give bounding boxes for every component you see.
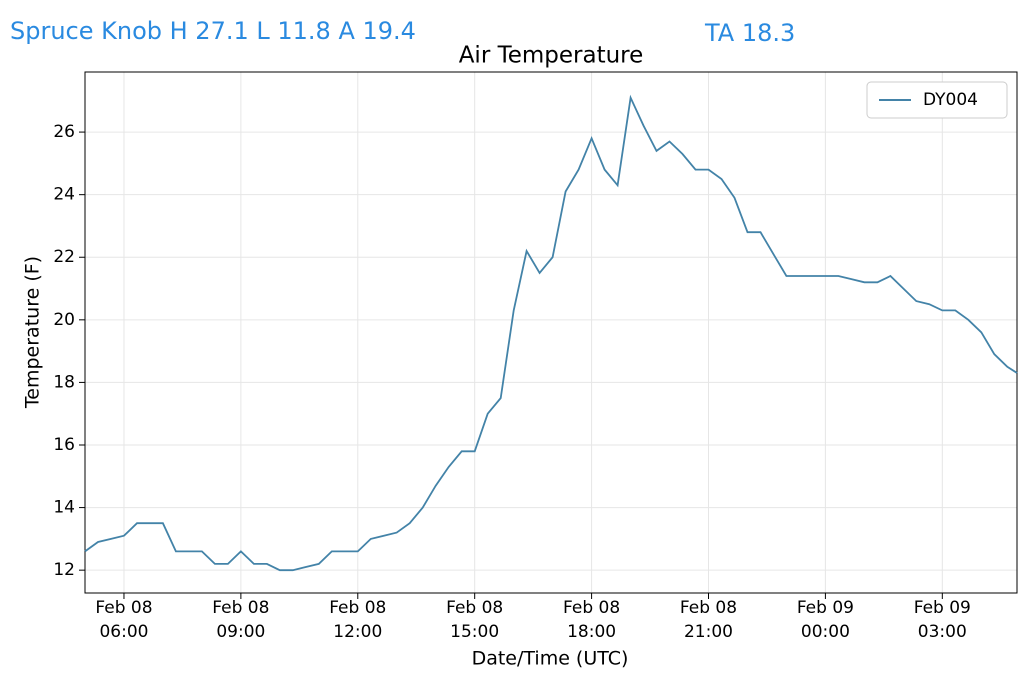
y-tick-label: 18 [53,372,75,392]
x-tick-label: Feb 09 00:00 [797,598,854,642]
x-tick-label: Feb 08 15:00 [446,598,503,642]
data-line [84,94,1018,572]
x-tick-label: Feb 08 18:00 [563,598,620,642]
x-tick-label: Feb 08 21:00 [680,598,737,642]
y-tick-label: 20 [53,310,75,330]
current-temp: TA 18.3 [704,19,795,47]
plot-frame [84,71,1018,594]
x-tick-label: Feb 08 06:00 [95,598,152,642]
x-axis-label: Date/Time (UTC) [472,648,629,670]
y-tick-label: 24 [53,185,75,205]
y-tick-label: 22 [53,247,75,267]
legend-box [866,81,1008,119]
legend-label: DY004 [923,90,978,110]
x-tick-label: Feb 08 09:00 [212,598,269,642]
y-tick-label: 16 [53,435,75,455]
y-tick-label: 26 [53,122,75,142]
y-tick-label: 12 [53,560,75,580]
chart-title: Air Temperature [459,43,644,69]
x-tick-label: Feb 08 12:00 [329,598,386,642]
y-tick-label: 14 [53,498,75,518]
y-axis-label: Temperature (F) [22,256,44,409]
x-tick-label: Feb 09 03:00 [914,598,971,642]
station-summary: Spruce Knob H 27.1 L 11.8 A 19.4 [10,17,416,45]
